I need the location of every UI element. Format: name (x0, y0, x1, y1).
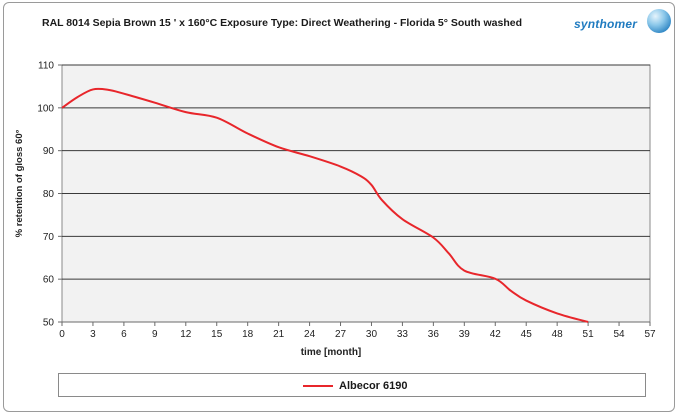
legend-swatch (303, 385, 333, 387)
y-tick-labels: 50 60 70 80 90 100 110 (37, 61, 54, 329)
y-tick-label: 70 (43, 232, 55, 243)
legend: Albecor 6190 (58, 373, 646, 397)
y-tick-label: 60 (43, 275, 55, 286)
legend-label: Albecor 6190 (339, 380, 408, 392)
x-tick-labels: 0 3 6 9 12 15 18 21 24 27 30 33 36 39 42 45 48 51 54 57 (59, 329, 656, 340)
y-tick-label: 110 (38, 61, 54, 72)
y-tick-label: 100 (37, 103, 54, 114)
logo-text: synthomer (574, 17, 638, 31)
x-tick-label: 15 (211, 329, 223, 340)
grid-lines (58, 64, 651, 326)
chart-title: RAL 8014 Sepia Brown 15 ' x 160°C Exposu… (42, 17, 523, 29)
x-tick-label: 27 (335, 329, 347, 340)
y-tick-label: 80 (43, 189, 55, 200)
legend-entry: Albecor 6190 (303, 378, 407, 394)
series-line-1 (61, 87, 589, 323)
logo-sphere-icon (647, 9, 671, 33)
x-tick-label: 0 (59, 329, 65, 340)
x-tick-label: 45 (521, 329, 533, 340)
x-tick-label: 48 (552, 329, 564, 340)
x-tick-label: 36 (428, 329, 440, 340)
x-tick-label: 51 (583, 329, 595, 340)
x-axis-label: time [month] (301, 347, 362, 358)
y-axis-label: % retention of gloss 60° (14, 129, 25, 237)
y-tick-label: 50 (43, 318, 55, 329)
series-layer (61, 87, 589, 323)
y-tick-label: 90 (43, 146, 55, 157)
x-tick-label: 18 (242, 329, 254, 340)
x-tick-label: 54 (613, 329, 625, 340)
x-tick-label: 57 (644, 329, 656, 340)
x-tick-label: 30 (366, 329, 378, 340)
x-tick-label: 21 (273, 329, 285, 340)
x-tick-label: 39 (459, 329, 471, 340)
x-tick-label: 33 (397, 329, 409, 340)
x-tick-label: 3 (90, 329, 96, 340)
synthomer-logo: synthomer (574, 8, 674, 40)
x-tick-label: 42 (490, 329, 502, 340)
x-tick-label: 24 (304, 329, 316, 340)
x-tick-label: 9 (152, 329, 158, 340)
x-tick-label: 12 (180, 329, 192, 340)
x-tick-label: 6 (121, 329, 127, 340)
